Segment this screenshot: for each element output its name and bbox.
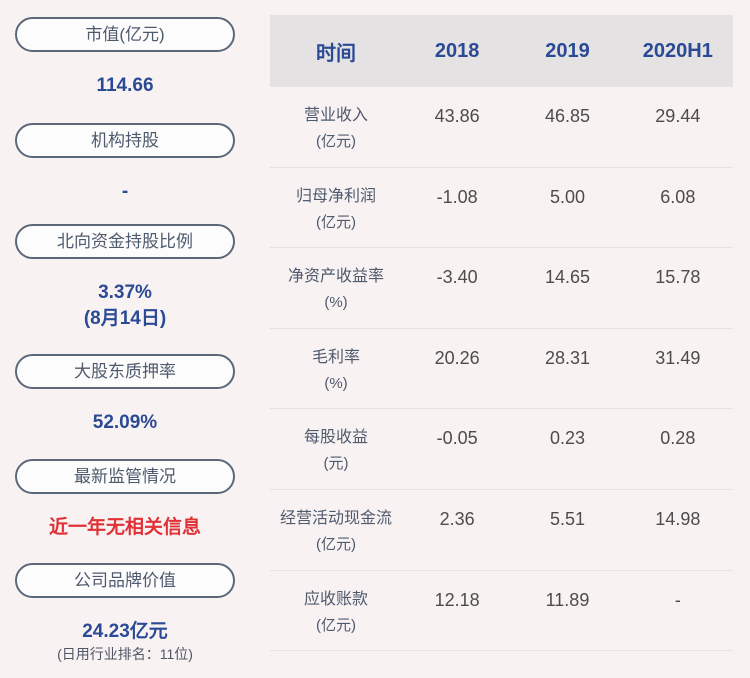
- cell-value: 14.98: [655, 508, 701, 529]
- stat-pledge-ratio: 大股东质押率 52.09%: [0, 354, 250, 436]
- row-label: 应收账款 (亿元): [303, 590, 368, 634]
- stat-note-brand-rank: (日用行业排名：11位): [57, 646, 193, 662]
- cell-value: 28.31: [544, 347, 591, 368]
- table-row-gross-margin: 毛利率 (%) 20.26 28.31 31.49: [270, 329, 733, 410]
- table-header-row: 时间 2018 2019 2020H1: [270, 15, 733, 87]
- cell-value: 31.49: [655, 347, 701, 368]
- row-label: 每股收益 (元): [303, 429, 368, 473]
- cell-value: 0.28: [660, 428, 696, 449]
- cell-value: -0.05: [436, 428, 478, 449]
- cell-value: 2.36: [439, 508, 475, 529]
- stat-value-pledge-ratio: 52.09%: [92, 412, 158, 433]
- table-row-roe: 净资产收益率 (%) -3.40 14.65 15.78: [270, 248, 733, 329]
- stat-value-regulation: 近一年无相关信息: [48, 517, 201, 538]
- table-row-receivables: 应收账款 (亿元) 12.18 11.89 -: [270, 571, 733, 652]
- cell-value: 20.26: [434, 347, 480, 368]
- cell-value: 0.23: [549, 428, 586, 449]
- stat-pill-pledge-ratio: 大股东质押率: [15, 354, 235, 389]
- row-label: 归母净利润 (亿元): [295, 187, 376, 231]
- cell-value: 29.44: [655, 106, 701, 126]
- cell-value: 46.85: [544, 106, 591, 126]
- header-cell-2018: 2018: [434, 39, 480, 62]
- stat-value-northbound-pct: 3.37%: [98, 282, 152, 303]
- cell-value: 5.51: [549, 508, 586, 529]
- table-row-operating-cashflow: 经营活动现金流 (亿元) 2.36 5.51 14.98: [270, 490, 733, 571]
- row-label: 净资产收益率 (%): [287, 268, 384, 312]
- stat-value-market-cap: 114.66: [96, 75, 154, 96]
- stat-pill-brand-value: 公司品牌价值: [15, 563, 235, 598]
- stat-pill-market-cap: 市值(亿元): [15, 17, 235, 52]
- stat-value-brand-value: 24.23亿元 (日用行业排名：11位): [0, 619, 250, 663]
- header-cell-time: 时间: [316, 42, 356, 65]
- stat-value-institutional-holding: -: [121, 181, 129, 202]
- stat-brand-value: 公司品牌价值 24.23亿元 (日用行业排名：11位): [0, 563, 250, 663]
- stat-value-brand-amount: 24.23亿元: [82, 621, 168, 642]
- cell-value: 11.89: [545, 589, 590, 610]
- cell-value: -3.40: [436, 267, 478, 288]
- cell-value: 6.08: [660, 186, 696, 207]
- row-label: 毛利率 (%): [311, 348, 360, 392]
- cell-value: 43.86: [434, 106, 480, 126]
- stat-pill-institutional-holding: 机构持股: [15, 123, 235, 158]
- table-row-net-profit: 归母净利润 (亿元) -1.08 5.00 6.08: [270, 168, 733, 249]
- cell-value: 12.18: [434, 589, 480, 610]
- cell-value: -: [674, 589, 681, 610]
- cell-value: -1.08: [436, 186, 478, 207]
- stat-regulation: 最新监管情况 近一年无相关信息: [0, 459, 250, 541]
- stat-value-northbound-ratio: 3.37% (8月14日): [0, 280, 250, 332]
- row-label: 经营活动现金流 (亿元): [279, 509, 392, 553]
- stat-pill-northbound-ratio: 北向资金持股比例: [15, 224, 235, 259]
- stat-note-northbound-date: (8月14日): [83, 308, 167, 329]
- stat-northbound-ratio: 北向资金持股比例 3.37% (8月14日): [0, 224, 250, 332]
- stat-pill-regulation: 最新监管情况: [15, 459, 235, 494]
- header-cell-2019: 2019: [545, 39, 590, 62]
- cell-value: 14.65: [544, 267, 591, 288]
- row-label: 营业收入 (亿元): [303, 107, 368, 150]
- header-cell-2020h1: 2020H1: [642, 39, 713, 62]
- cell-value: 15.78: [655, 267, 701, 288]
- sidebar-stats: 市值(亿元) 114.66 机构持股 - 北向资金持股比例 3.37% (8月1…: [0, 0, 250, 678]
- table-row-eps: 每股收益 (元) -0.05 0.23 0.28: [270, 409, 733, 490]
- table-row-revenue: 营业收入 (亿元) 43.86 46.85 29.44: [270, 87, 733, 168]
- stat-institutional-holding: 机构持股 -: [0, 123, 250, 205]
- cell-value: 5.00: [549, 186, 586, 207]
- stat-market-cap: 市值(亿元) 114.66: [0, 17, 250, 99]
- financials-table: 时间 2018 2019 2020H1 营业收入 (亿元) 43.86 46.8…: [270, 15, 733, 652]
